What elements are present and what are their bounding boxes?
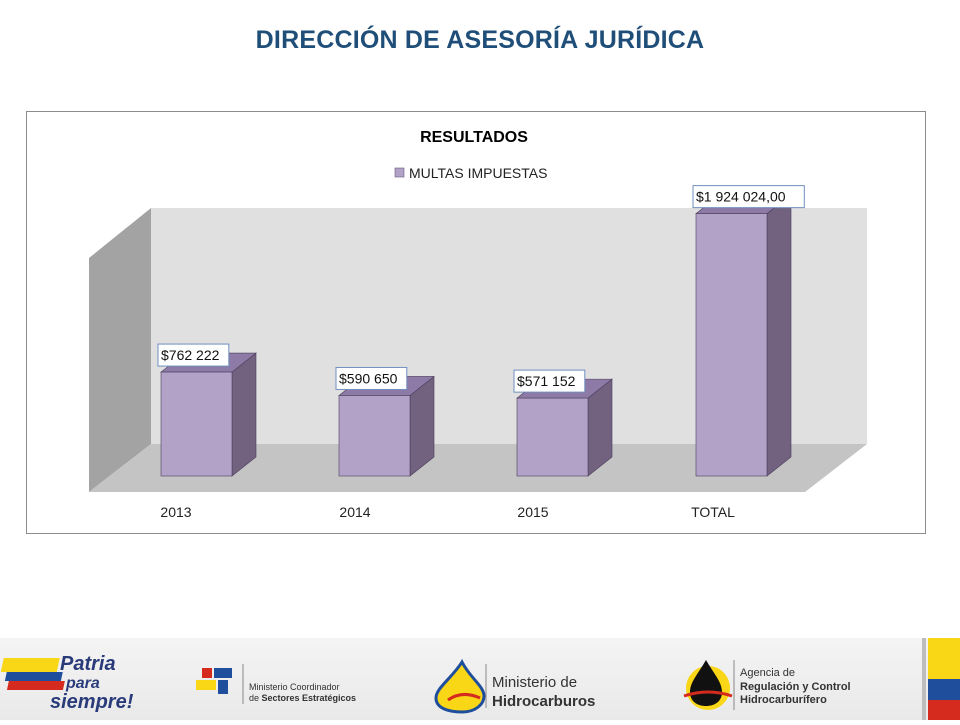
legend-swatch — [394, 167, 405, 178]
bar — [516, 378, 613, 477]
back-wall — [151, 208, 867, 444]
flag-stripe-red-icon — [6, 681, 65, 690]
hidrocarburos-line2: Hidrocarburos — [492, 693, 595, 710]
flag-red — [928, 700, 960, 720]
coordinador-line2-bold: Sectores Estratégicos — [262, 693, 357, 703]
agencia-regulacion-logo: Agencia de Regulación y Control Hidrocar… — [683, 660, 851, 710]
data-label-text: $762 222 — [161, 347, 220, 363]
data-label-box — [335, 366, 408, 390]
emblem-navy-icon — [218, 680, 228, 694]
ministerio-hidrocarburos-logo: Ministerio de Hidrocarburos — [434, 658, 595, 714]
patria-logo: Patria para siempre! — [0, 653, 134, 713]
floor — [89, 444, 867, 492]
coordinador-line1: Ministerio Coordinador — [249, 682, 340, 692]
bar — [160, 352, 257, 477]
bar — [695, 194, 792, 477]
data-label-box — [513, 369, 586, 393]
bar-front — [695, 213, 768, 477]
coordinador-line2: de Sectores Estratégicos — [249, 693, 356, 703]
chart-title: RESULTADOS — [420, 129, 528, 146]
data-label-text: $590 650 — [339, 370, 398, 386]
agencia-wave-icon — [683, 690, 733, 698]
legend: MULTAS IMPUESTAS — [394, 165, 547, 181]
data-label: $762 222 — [157, 343, 230, 367]
patria-word: Patria — [60, 653, 116, 675]
emblem-red-icon — [202, 668, 212, 678]
flag-stripe-yellow-icon — [0, 658, 60, 672]
drop-emblem-icon — [434, 658, 486, 714]
para-word: para — [65, 675, 100, 692]
agencia-drop-icon — [690, 660, 722, 706]
flag-yellow — [928, 638, 960, 679]
bar-side — [231, 352, 257, 477]
bar-front — [338, 395, 411, 477]
siempre-word: siempre! — [50, 691, 134, 713]
ministerio-coordinador-logo: Ministerio Coordinador de Sectores Estra… — [196, 664, 356, 704]
agencia-line3: Hidrocarburífero — [740, 694, 827, 706]
hidrocarburos-line1: Ministerio de — [492, 674, 577, 691]
chart-frame: $762 222 $590 650 $571 152 $1 924 024,00 20… — [26, 111, 926, 534]
flag-stripe-blue-icon — [4, 672, 63, 681]
footer-logos: Patria para siempre! Ministerio Coordina… — [0, 638, 960, 720]
x-tick-label: 2013 — [160, 504, 191, 520]
agencia-line1: Agencia de — [740, 667, 795, 679]
x-tick-label: 2015 — [517, 504, 548, 520]
data-label-box — [157, 343, 230, 367]
side-wall — [89, 208, 151, 492]
data-label-text: $571 152 — [517, 373, 576, 389]
emblem-blue-icon — [214, 668, 232, 678]
bar-front — [160, 371, 233, 477]
x-tick-label: TOTAL — [691, 504, 735, 520]
x-tick-label: 2014 — [339, 504, 370, 520]
bar — [338, 375, 435, 477]
data-label-box — [692, 185, 805, 209]
bar-chart-3d: $762 222 $590 650 $571 152 $1 924 024,00 20… — [89, 129, 867, 520]
page-title: DIRECCIÓN DE ASESORÍA JURÍDICA — [255, 26, 705, 54]
data-label-text: $1 924 024,00 — [696, 189, 786, 205]
footer-logo-strip: Patria para siempre! Ministerio Coordina… — [0, 638, 960, 720]
data-label: $571 152 — [513, 369, 586, 393]
agencia-line2: Regulación y Control — [740, 681, 851, 693]
coordinador-line2-prefix: de — [249, 693, 262, 703]
data-label: $590 650 — [335, 366, 408, 390]
bar-side — [766, 194, 792, 477]
drop-red-icon — [447, 693, 481, 702]
flag-gray-edge — [922, 638, 926, 720]
emblem-yellow-icon — [196, 680, 216, 690]
flag-blue — [928, 679, 960, 700]
ecuador-flag-strip-icon — [922, 638, 960, 720]
legend-label: MULTAS IMPUESTAS — [409, 165, 547, 181]
data-label: $1 924 024,00 — [692, 185, 805, 209]
bar-front — [516, 397, 589, 477]
